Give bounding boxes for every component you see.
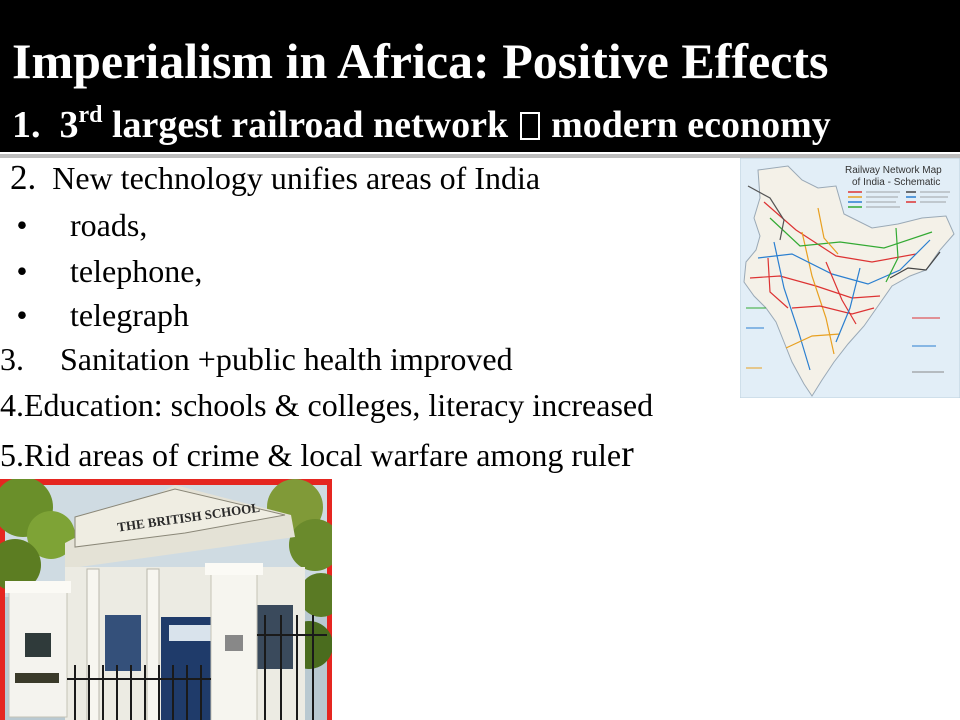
india-railway-map: Railway Network Map of India - Schematic [740,158,960,398]
bullet-marker: • [16,297,28,333]
point-5-tail: r [621,433,634,475]
point-5-number: 5. [0,437,24,473]
point-5-text: Rid areas of crime & local warfare among… [24,437,622,473]
bullet-text: telephone, [70,253,203,289]
point-3-number: 3. [0,341,24,377]
point-1-number: 1. [12,104,41,146]
bullet-item: • roads, [0,205,147,245]
tree-foliage [0,479,332,669]
point-2-number: 2. [10,158,37,197]
arrow-icon [519,112,540,140]
point-2-text: New technology unifies areas of India [52,160,541,196]
title-divider [0,154,960,158]
point-5: 5.Rid areas of crime & local warfare amo… [0,434,634,475]
point-3: 3. Sanitation +public health improved [0,339,513,379]
title-banner [0,0,960,152]
bullet-text: telegraph [70,297,190,333]
map-legend: Railway Network Map of India - Schematic [845,165,950,208]
bullet-item: • telegraph [0,295,189,335]
iron-fence [67,615,327,720]
bullet-item: • telephone, [0,251,202,291]
bullet-marker: • [16,207,28,243]
map-inset-lines [746,307,944,373]
point-4: 4.Education: schools & colleges, literac… [0,385,653,425]
map-title-line2: of India - Schematic [852,177,940,188]
point-1-ordinal: 3 [59,104,79,146]
point-4-number: 4. [0,387,24,423]
point-1: 1. 3rd largest railroad network modern e… [12,100,831,150]
bullet-marker: • [16,253,28,289]
point-1-text-after: modern economy [551,104,831,146]
slide-title: Imperialism in Africa: Positive Effects [12,33,829,89]
point-4-text: Education: schools & colleges, literacy … [24,387,654,423]
point-1-text: largest railroad network [112,104,509,146]
point-1-ordinal-suffix: rd [78,102,103,128]
point-3-text: Sanitation +public health improved [60,341,513,377]
british-school-photo: THE BRITISH SCHOOL [0,479,332,720]
map-title-line1: Railway Network Map [845,165,942,176]
bullet-text: roads, [70,207,148,243]
point-2: 2. New technology unifies areas of India [10,158,540,198]
rail-lines [747,185,941,371]
